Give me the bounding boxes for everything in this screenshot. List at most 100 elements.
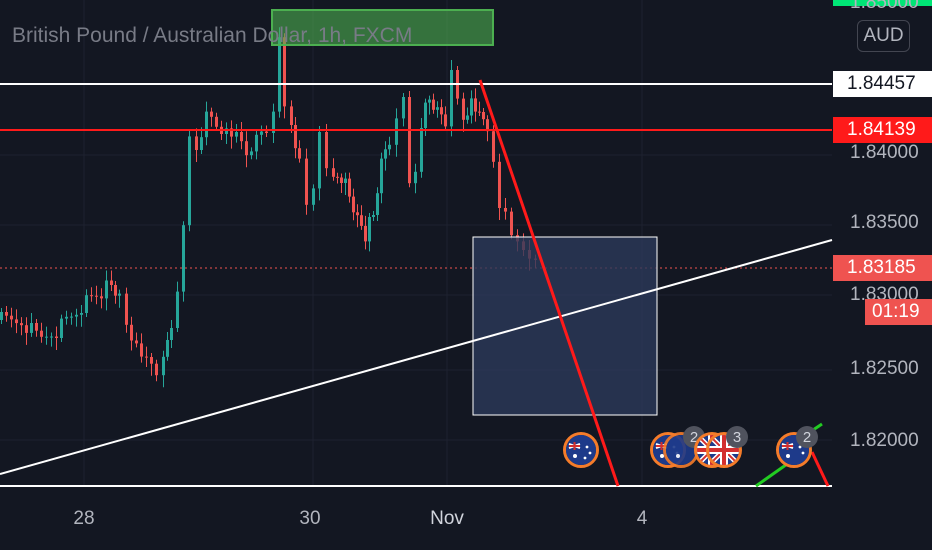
price-tag-red-line: 1.84139 [833,117,932,143]
candle-body [60,318,63,338]
candle-body [283,37,286,107]
economic-event-au-flag-icon[interactable] [563,432,599,468]
price-label-4: 1.82500 [850,358,919,379]
candle-body [35,323,38,331]
economic-event-au-flag-icon[interactable] [663,432,699,468]
candle-body [450,70,453,127]
currency-button[interactable]: AUD [857,20,910,52]
candle-body [255,134,258,152]
candle-body [414,171,417,184]
price-label-5: 1.82000 [850,430,919,451]
uk-flag-icon [709,435,739,465]
candle-body [200,137,203,150]
candle-body [162,356,165,376]
candle-body [215,116,218,127]
candle-body [75,314,78,317]
candle-body [95,295,98,297]
candle-body [384,149,387,159]
candle-body [0,312,3,320]
candle-body [235,132,238,137]
candle-body [318,132,321,189]
candle-body [332,168,335,177]
candle-body [240,132,243,142]
price-label-1: 1.84000 [850,142,919,163]
candle-body [380,158,383,194]
candle-body [395,118,398,145]
candle-body [265,131,268,133]
candle-body [170,328,173,340]
candle-body [90,295,93,297]
candle-body [376,193,379,215]
time-label-nov: Nov [430,508,464,529]
candle-body [272,111,275,133]
candle-body [372,215,375,217]
candle-body [55,336,58,338]
price-label-top: 1.85000 [850,0,919,13]
candle-body [230,128,233,137]
candle-body [105,280,108,299]
candle-body [100,296,103,299]
candle-body [110,280,113,285]
green-highlight-box[interactable] [271,9,494,46]
candle-body [504,208,507,212]
candle-body [135,340,138,344]
candle-body [260,131,263,135]
candle-body [424,102,427,128]
australia-flag-icon [566,435,596,465]
candle-body [462,98,465,120]
candle-body [325,132,328,169]
candle-body [245,141,248,156]
candle-body [360,215,363,226]
candle-body [70,316,73,318]
candle-body [356,212,359,216]
trendline-red-short[interactable] [810,451,830,487]
price-tag-white-line: 1.84457 [833,71,932,97]
top-indicator-bar [833,0,932,6]
event-count-badge: 3 [726,426,748,448]
candle-body [150,357,153,364]
candle-body [348,178,351,197]
candle-body [166,340,169,357]
candle-body [182,225,185,292]
candle-body [130,324,133,341]
candle-body [486,119,489,132]
trendline-resistance[interactable] [478,79,620,487]
candle-body [5,312,8,316]
candle-body [225,128,228,134]
candle-body [294,125,297,149]
trendline-green-short[interactable] [755,460,791,488]
candle-body [432,99,435,110]
candle-body [420,128,423,172]
symbol-title[interactable]: British Pound / Australian Dollar, 1h, F… [12,24,413,47]
economic-event-gb-flag-icon[interactable] [706,432,742,468]
candle-body [436,107,439,110]
candle-body [340,177,343,183]
candle-body [30,323,33,333]
candle-body [10,315,13,320]
candle-body [498,161,501,208]
candle-body [336,176,339,178]
candle-body [118,293,121,296]
candle-body [428,99,431,103]
candle-body [298,148,301,159]
candle-body [305,158,308,205]
candle-body [290,106,293,125]
candle-body [125,293,128,325]
price-label-2: 1.83500 [850,212,919,233]
candle-body [478,111,481,113]
candle-body [50,336,53,338]
candle-body [114,285,117,296]
candle-body [492,131,495,162]
trendline-support[interactable] [0,239,833,475]
candle-body [388,144,391,150]
candle-body [470,98,473,116]
candle-body [25,325,28,333]
candle-body [312,188,315,205]
candle-body [188,136,191,226]
candle-body [65,316,68,319]
candle-body [145,356,148,358]
candle-body [45,336,48,338]
candle-body [352,196,355,213]
candle-body [85,295,88,313]
